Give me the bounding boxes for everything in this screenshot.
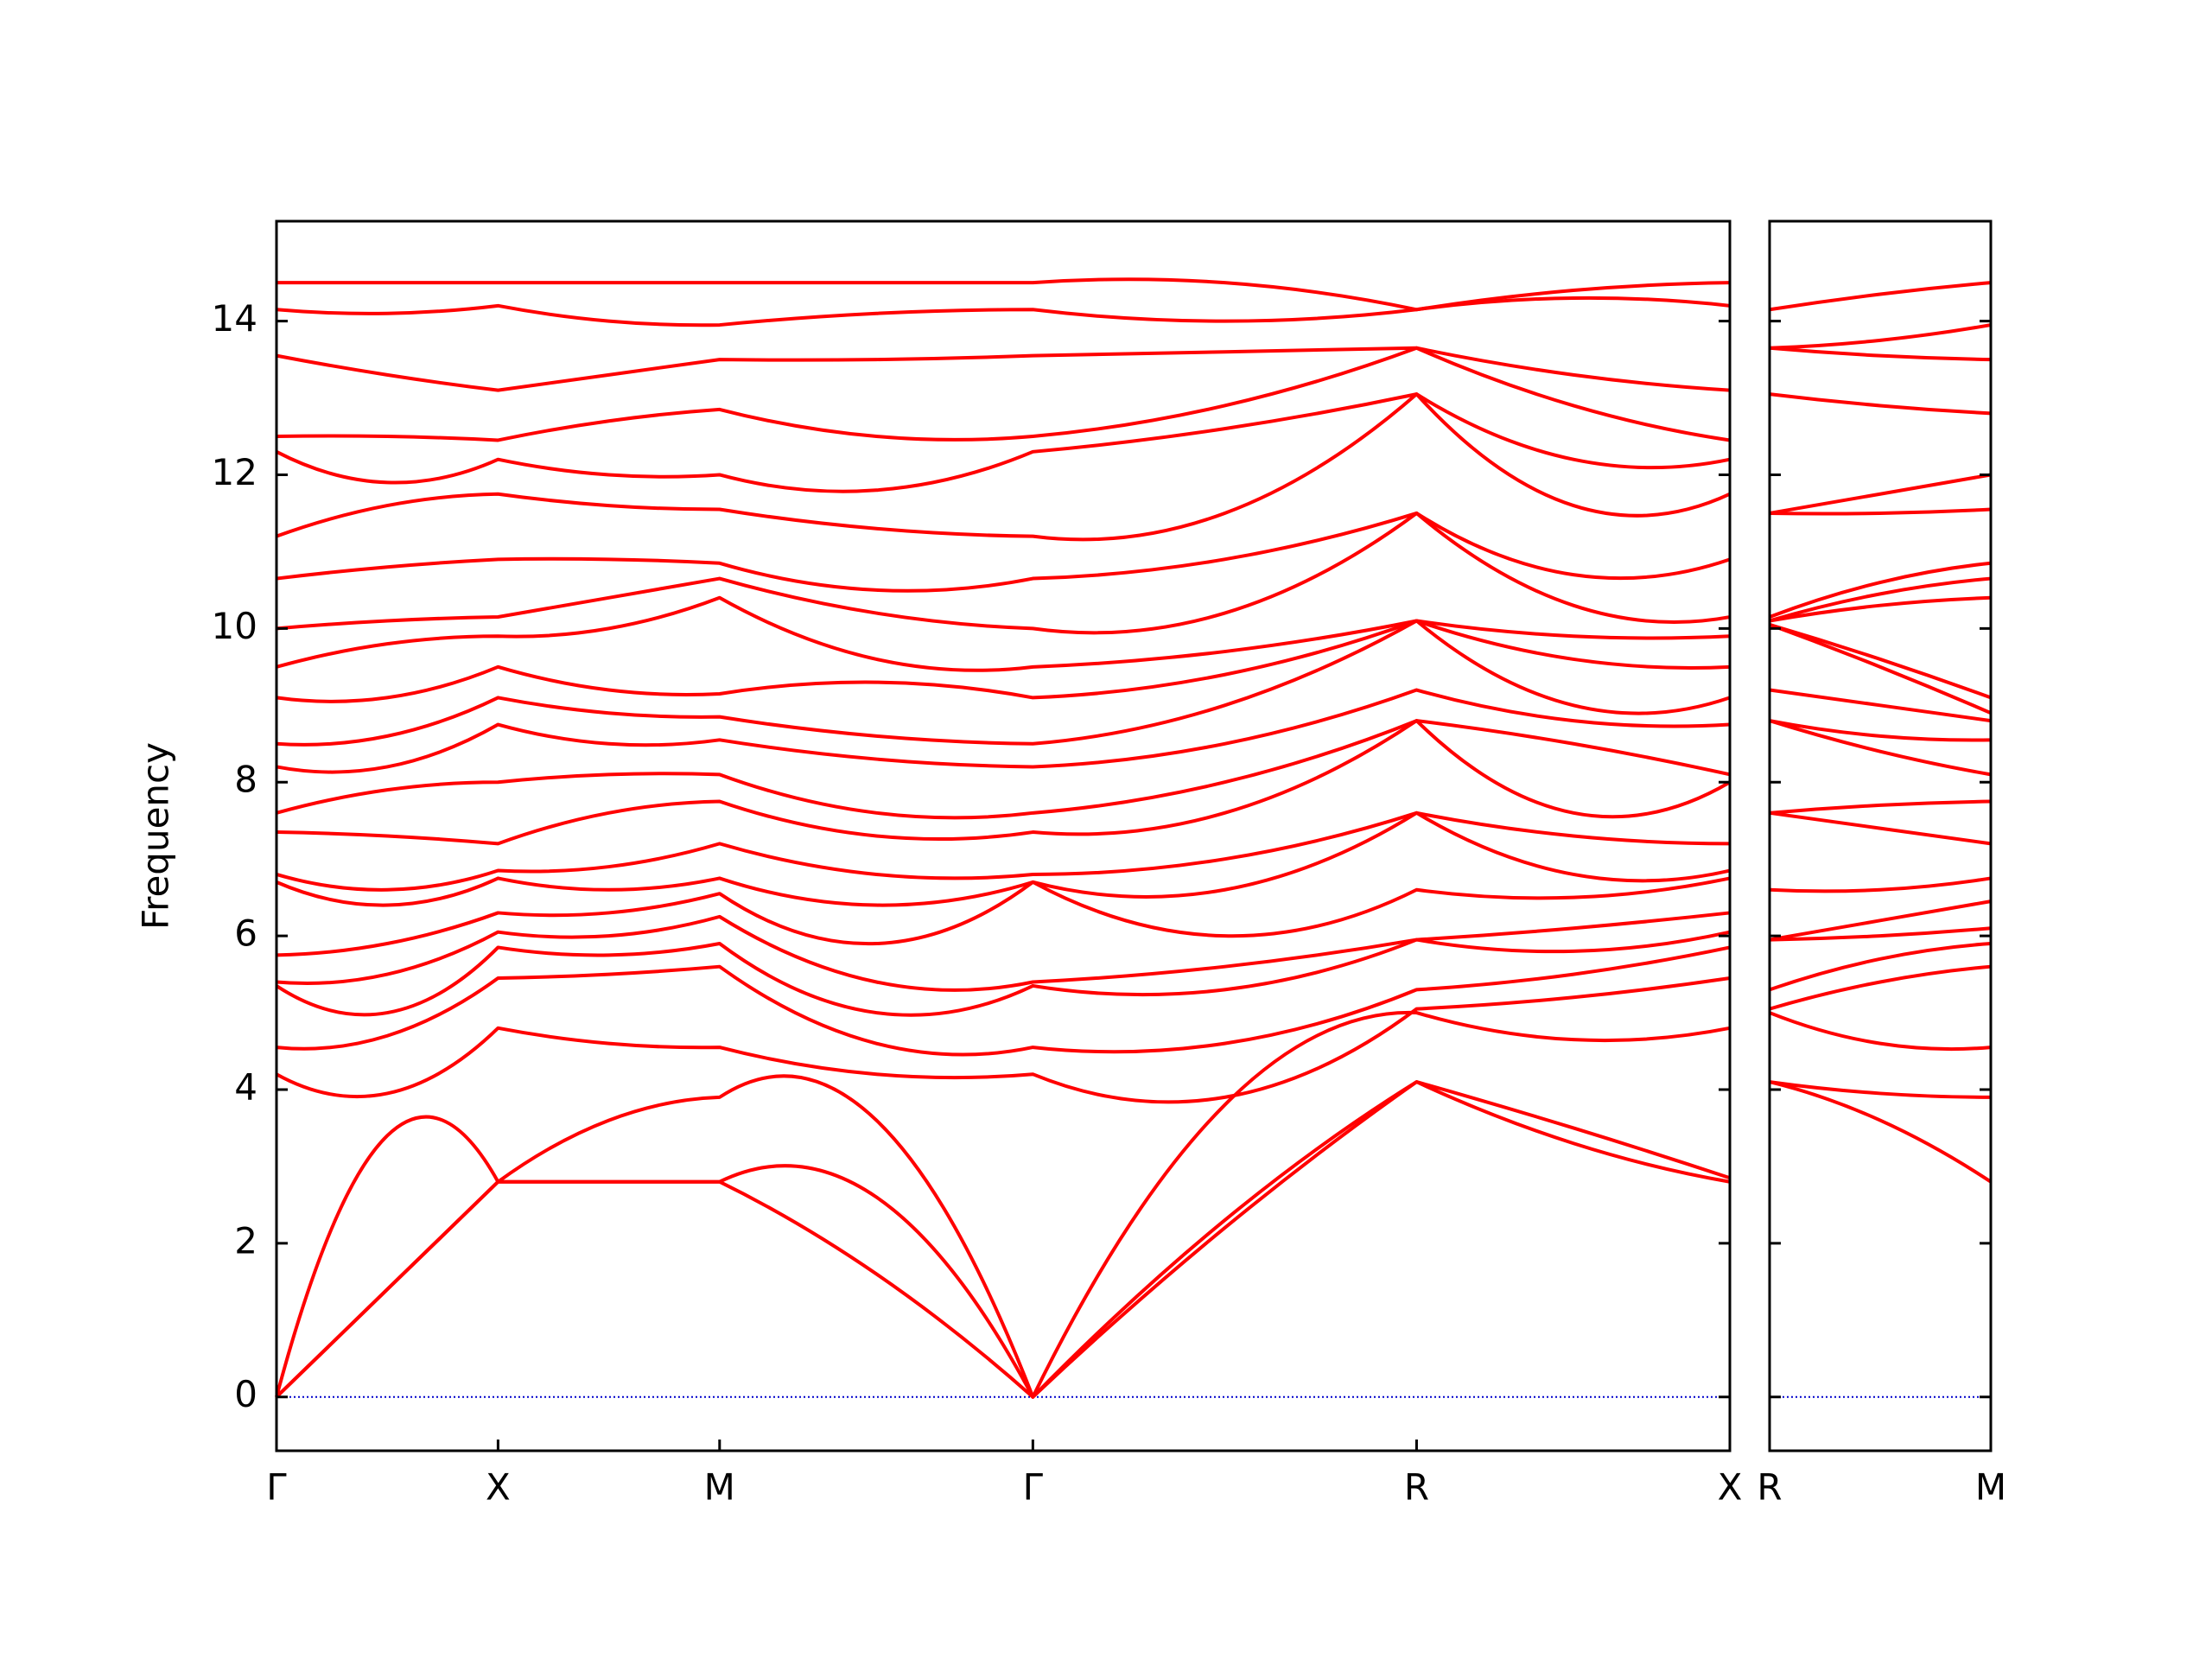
band-line	[1769, 688, 1992, 723]
x-tick-label: M	[704, 1466, 735, 1509]
band-line	[276, 810, 1731, 907]
band-line	[276, 277, 1731, 312]
band-line	[1769, 473, 1992, 515]
band-line	[1769, 964, 1992, 1011]
band-line	[276, 511, 1731, 593]
band-line	[1769, 899, 1992, 942]
band-line	[276, 976, 1731, 1104]
band-line	[276, 911, 1731, 992]
band-line	[275, 930, 1731, 1017]
band-line	[1769, 1011, 1992, 1052]
y-tick-label: 2	[234, 1219, 257, 1262]
band-line	[1769, 623, 1992, 715]
band-line	[1769, 799, 1992, 815]
band-line	[276, 619, 1731, 747]
band-line	[276, 876, 1731, 957]
band-line	[1769, 623, 1992, 700]
band-line	[1769, 595, 1992, 623]
band-line	[276, 346, 1731, 392]
band-line	[1769, 346, 1992, 362]
y-tick-label: 12	[212, 451, 257, 493]
band-line	[1769, 281, 1992, 312]
band-line	[276, 719, 1732, 846]
y-tick-label: 14	[212, 297, 257, 340]
band-line	[1769, 561, 1992, 619]
y-tick-label: 6	[234, 912, 257, 955]
x-tick-label: Γ	[266, 1466, 287, 1509]
y-tick-label: 10	[212, 605, 257, 647]
y-axis-label: Frequency	[135, 742, 177, 930]
x-tick-label: X	[1718, 1466, 1743, 1509]
band-line	[276, 296, 1731, 327]
band-line	[275, 1080, 1731, 1399]
band-line	[1769, 719, 1992, 777]
band-line	[276, 346, 1731, 442]
band-line	[276, 619, 1731, 703]
band-line	[276, 511, 1731, 635]
band-line	[276, 392, 1731, 542]
band-line	[276, 392, 1731, 493]
band-line	[1769, 392, 1992, 416]
x-tick-label: R	[1404, 1466, 1429, 1509]
band-line	[1769, 876, 1992, 893]
x-tick-label: Γ	[1023, 1466, 1044, 1509]
y-tick-label: 0	[234, 1373, 257, 1415]
band-line	[1769, 323, 1992, 350]
x-tick-label: R	[1757, 1466, 1782, 1509]
band-line	[276, 945, 1731, 1057]
band-line	[1769, 942, 1992, 992]
x-tick-label: M	[1975, 1466, 2006, 1509]
band-line	[1769, 719, 1992, 742]
band-line	[275, 1010, 1731, 1399]
band-line	[1769, 810, 1992, 846]
plot-frame	[1768, 219, 1993, 1452]
plot-frame	[275, 219, 1732, 1452]
x-tick-label: X	[486, 1466, 511, 1509]
band-line	[1769, 1080, 1993, 1184]
y-tick-label: 4	[234, 1065, 257, 1108]
band-line	[276, 719, 1731, 820]
band-line	[1769, 507, 1992, 516]
band-line	[276, 688, 1731, 774]
band-line	[1769, 926, 1992, 942]
band-line	[1769, 576, 1992, 623]
band-line	[1769, 1080, 1992, 1099]
y-tick-label: 8	[234, 759, 257, 801]
band-line	[276, 810, 1731, 892]
band-line	[276, 595, 1731, 672]
